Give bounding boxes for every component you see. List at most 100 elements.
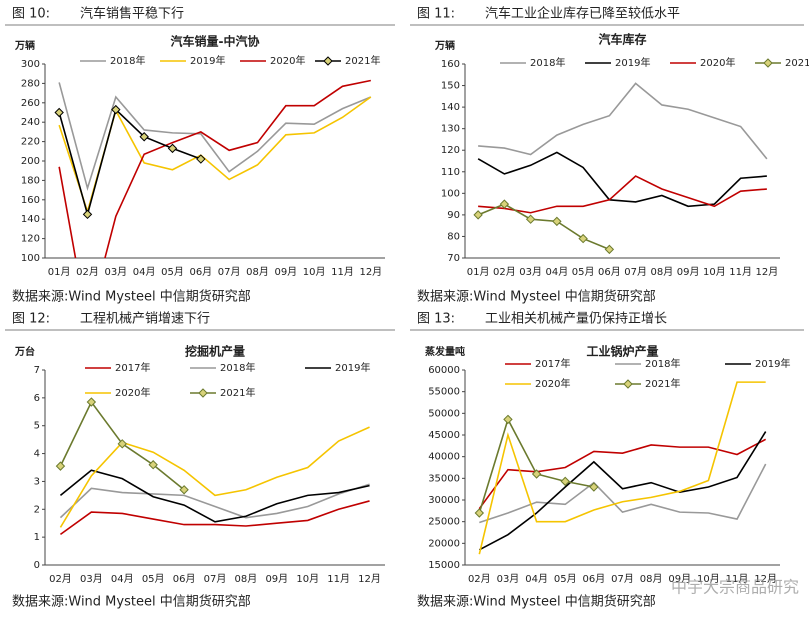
source: 数据来源:Wind Mysteel 中信期货研究部: [12, 289, 251, 305]
series-marker: [525, 214, 536, 224]
series-marker: [167, 143, 178, 154]
legend-label: 2021年: [220, 386, 255, 399]
y-tick-label: 55000: [428, 387, 460, 398]
legend-label: 2018年: [645, 357, 680, 370]
source: 数据来源:Wind Mysteel 中信期货研究部: [12, 594, 251, 610]
series-marker: [578, 233, 588, 244]
y-tick-label: 140: [21, 214, 40, 225]
y-tick-label: 0: [34, 560, 40, 571]
legend-marker: [198, 388, 208, 398]
series-line: [59, 500, 370, 536]
legend-marker: [323, 56, 333, 66]
x-tick-label: 03月: [519, 266, 542, 278]
y-tick-label: 40000: [428, 452, 460, 463]
x-tick-label: 03月: [104, 266, 127, 278]
series-marker: [196, 154, 206, 164]
legend-label: 2020年: [535, 377, 570, 390]
x-tick-label: 12月: [754, 573, 777, 585]
x-tick-label: 08月: [246, 266, 269, 278]
x-tick-label: 11月: [327, 573, 350, 585]
series-marker: [54, 107, 64, 118]
series-line: [478, 82, 768, 160]
legend-label: 2019年: [615, 56, 650, 69]
series-line: [59, 469, 370, 523]
x-tick-label: 10月: [703, 266, 726, 278]
legend-label: 2021年: [645, 377, 680, 390]
series-line: [58, 79, 371, 258]
x-tick-label: 11月: [331, 266, 354, 278]
x-tick-label: 07月: [204, 573, 227, 585]
series-marker: [82, 209, 93, 220]
x-tick-label: 02月: [76, 266, 99, 278]
x-tick-label: 04月: [111, 573, 134, 585]
series-line: [59, 426, 370, 528]
y-tick-label: 120: [441, 145, 460, 156]
series-line: [58, 108, 202, 218]
y-tick-label: 100: [441, 188, 460, 199]
x-tick-label: 03月: [497, 573, 520, 585]
legend-label: 2020年: [700, 56, 735, 69]
y-tick-label: 60000: [428, 365, 460, 376]
y-tick-label: 160: [441, 59, 460, 70]
figure-label: 图 13:: [417, 312, 455, 327]
x-tick-label: 07月: [624, 266, 647, 278]
x-tick-label: 07月: [611, 573, 634, 585]
series-line: [478, 381, 766, 555]
y-tick-label: 180: [21, 175, 40, 186]
x-tick-label: 07月: [218, 266, 241, 278]
y-tick-label: 20000: [428, 538, 460, 549]
legend-label: 2019年: [335, 361, 370, 374]
y-tick-label: 2: [34, 504, 40, 515]
x-tick-label: 12月: [358, 573, 381, 585]
series-line: [478, 438, 767, 510]
x-tick-label: 03月: [80, 573, 103, 585]
chart-title: 汽车库存: [598, 32, 646, 47]
series-line: [477, 151, 767, 208]
x-tick-label: 09月: [265, 573, 288, 585]
y-tick-label: 260: [21, 98, 40, 109]
figure-label: 图 11:: [417, 7, 455, 22]
x-tick-label: 05月: [142, 573, 165, 585]
x-tick-label: 11月: [729, 266, 752, 278]
y-tick-label: 110: [441, 167, 460, 178]
y-tick-label: 45000: [428, 430, 460, 441]
legend-marker: [623, 379, 633, 389]
y-tick-label: 25000: [428, 517, 460, 528]
y-tick-label: 7: [34, 365, 40, 376]
series-marker: [148, 460, 158, 470]
x-tick-label: 04月: [133, 266, 156, 278]
legend-label: 2019年: [755, 357, 790, 370]
figure-label: 图 12:: [12, 312, 50, 327]
y-tick-label: 1: [34, 532, 40, 543]
y-tick-label: 15000: [428, 560, 460, 571]
x-tick-label: 09月: [668, 573, 691, 585]
source: 数据来源:Wind Mysteel 中信期货研究部: [417, 289, 656, 305]
x-tick-label: 05月: [572, 266, 595, 278]
series-marker: [552, 216, 562, 227]
series-marker: [55, 461, 66, 471]
chart-title: 挖掘机产量: [185, 344, 245, 359]
source: 数据来源:Wind Mysteel 中信期货研究部: [417, 594, 656, 610]
x-tick-label: 02月: [468, 573, 491, 585]
series-marker: [560, 476, 570, 487]
y-tick-label: 35000: [428, 473, 460, 484]
legend-label: 2021年: [785, 56, 809, 69]
y-tick-label: 50000: [428, 408, 460, 419]
y-tick-label: 300: [21, 59, 40, 70]
y-tick-label: 200: [21, 156, 40, 167]
x-tick-label: 10月: [296, 573, 319, 585]
legend-marker: [763, 58, 773, 68]
x-tick-label: 10月: [303, 266, 326, 278]
series-marker: [499, 199, 510, 209]
x-tick-label: 02月: [49, 573, 72, 585]
series-marker: [111, 104, 121, 115]
legend-label: 2018年: [530, 56, 565, 69]
x-tick-label: 06月: [598, 266, 621, 278]
y-tick-label: 5: [34, 421, 40, 432]
legend-label: 2017年: [535, 357, 570, 370]
